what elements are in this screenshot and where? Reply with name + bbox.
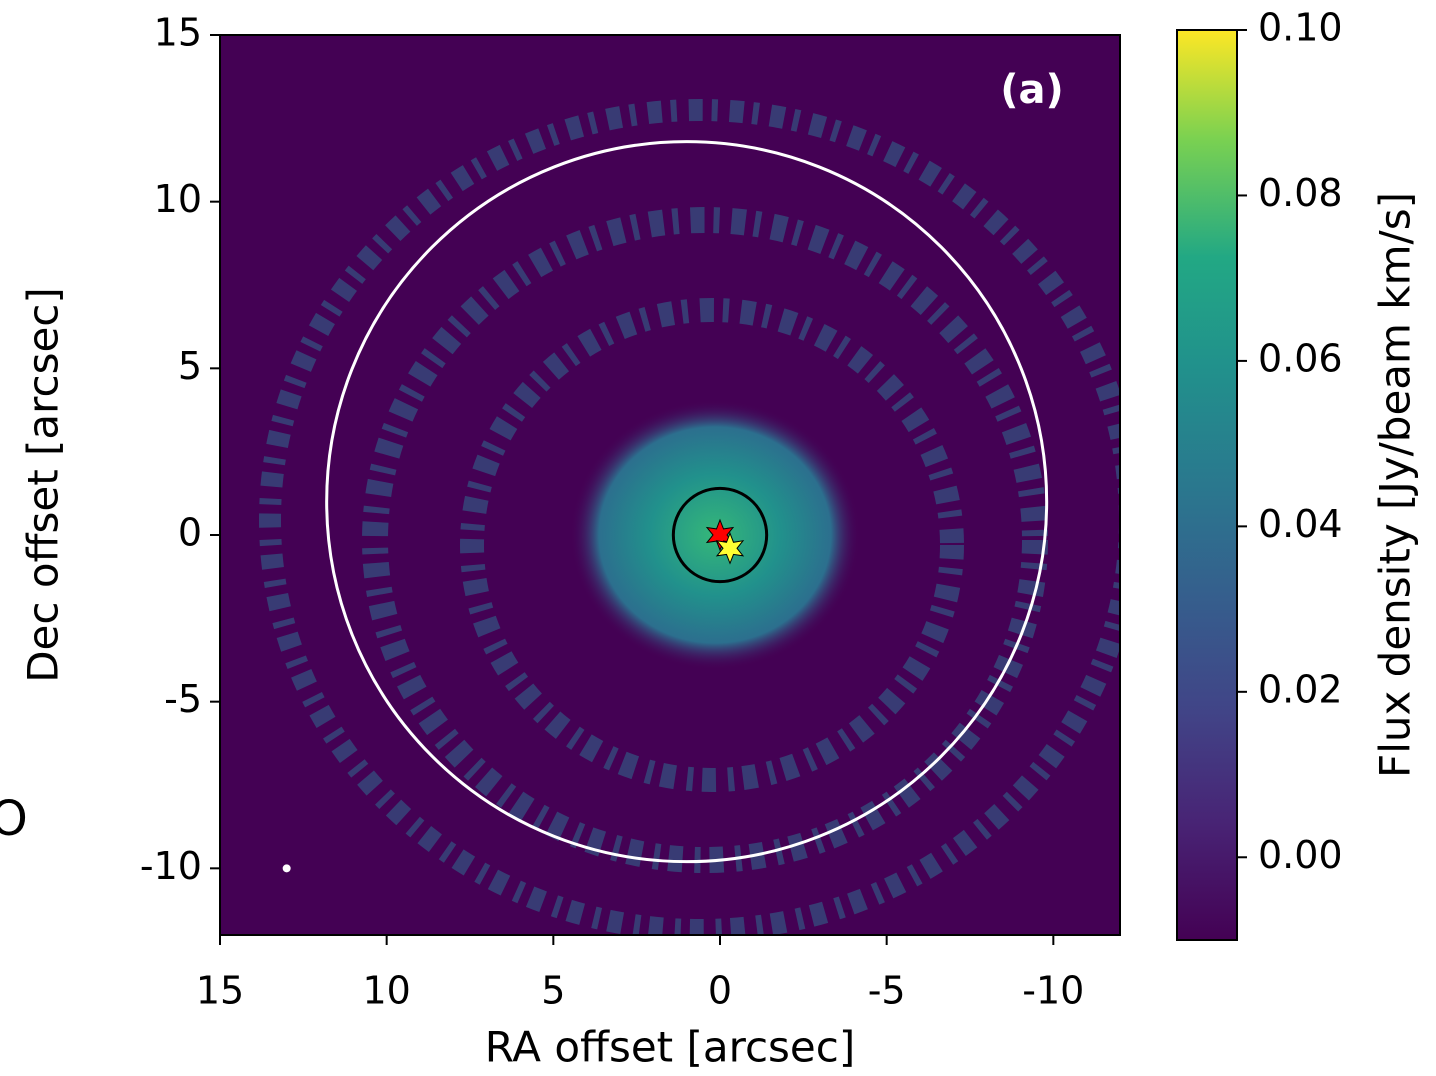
edge-fragment: O bbox=[0, 791, 28, 847]
y-tick-label: 10 bbox=[154, 177, 202, 221]
circle-marker bbox=[671, 486, 769, 584]
image bbox=[220, 35, 1120, 935]
colorbar-tick-label: 0.00 bbox=[1258, 833, 1343, 877]
colorbar bbox=[1176, 29, 1238, 941]
colorbar-tick-label: 0.08 bbox=[1258, 171, 1343, 215]
panel-label: (a) bbox=[1000, 67, 1064, 113]
x-tick-label: -10 bbox=[1022, 969, 1084, 1013]
colorbar-tick-label: 0.06 bbox=[1258, 336, 1343, 380]
colorbar-tick-label: 0.10 bbox=[1258, 6, 1343, 50]
y-tick-label: 0 bbox=[178, 511, 202, 555]
x-tick-label: 10 bbox=[362, 969, 410, 1013]
x-axis-label: RA offset [arcsec] bbox=[485, 1023, 856, 1072]
beam-dot bbox=[282, 864, 291, 873]
x-tick-label: 15 bbox=[196, 969, 244, 1013]
x-tick-label: 5 bbox=[541, 969, 565, 1013]
circle-marker bbox=[325, 140, 1049, 864]
x-tick-label: -5 bbox=[868, 969, 906, 1013]
colorbar-tick-label: 0.02 bbox=[1258, 667, 1343, 711]
y-tick-label: -10 bbox=[140, 844, 202, 888]
y-axis-label: Dec offset [arcsec] bbox=[19, 287, 68, 683]
y-tick-label: -5 bbox=[164, 677, 202, 721]
plot-frame bbox=[219, 34, 1121, 936]
x-tick-label: 0 bbox=[708, 969, 732, 1013]
y-tick-label: 5 bbox=[178, 344, 202, 388]
colorbar-label: Flux density [Jy/beam km/s] bbox=[1371, 192, 1420, 778]
y-tick-label: 15 bbox=[154, 11, 202, 55]
colorbar-tick-label: 0.04 bbox=[1258, 502, 1343, 546]
star-marker bbox=[715, 531, 745, 565]
star-marker bbox=[705, 518, 735, 552]
